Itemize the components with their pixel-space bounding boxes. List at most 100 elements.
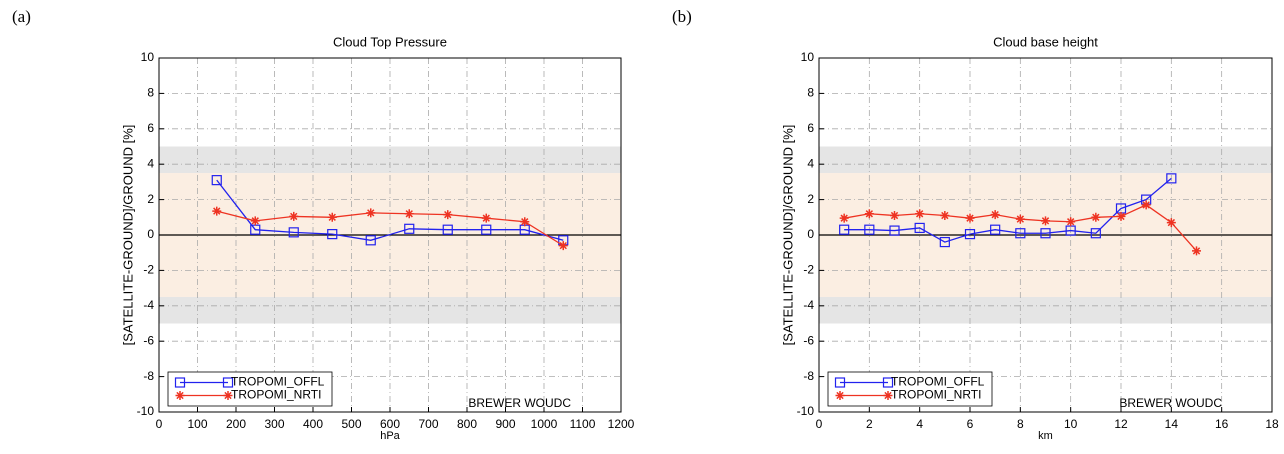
y-tick-label: -2 [803, 263, 814, 277]
point [1066, 217, 1076, 227]
point [990, 224, 1001, 235]
point [481, 224, 492, 235]
annotation: BREWER WOUDC [468, 396, 571, 410]
point [211, 175, 222, 186]
point [1141, 200, 1151, 210]
legend-box [167, 371, 333, 407]
point [443, 210, 453, 220]
y-tick-label: 2 [147, 192, 154, 206]
y-tick-label: 2 [807, 192, 814, 206]
point [404, 223, 415, 234]
panel-label: (b) [672, 7, 692, 26]
y-tick-label: -4 [803, 298, 814, 312]
point [939, 236, 950, 248]
legend-label: TROPOMI_NRTI [231, 388, 321, 402]
y-tick-label: 6 [147, 121, 154, 135]
y-tick-label: 8 [147, 86, 154, 100]
point [289, 211, 299, 221]
point [914, 222, 925, 234]
x-tick-label: 900 [495, 417, 515, 431]
legend-marker [835, 391, 845, 400]
band [819, 146, 1272, 174]
x-tick-label: 12 [1114, 417, 1128, 431]
point [864, 224, 875, 235]
point [1090, 228, 1101, 239]
legend-label: TROPOMI_NRTI [891, 388, 981, 402]
y-axis-label: [SATELLITE-GROUND]/GROUND [%] [780, 125, 795, 346]
point [404, 209, 414, 219]
series-line [216, 179, 564, 241]
y-tick-label: 8 [807, 86, 814, 100]
x-tick-label: 1200 [608, 417, 635, 431]
x-tick-label: 4 [916, 417, 923, 431]
legend-marker [174, 377, 186, 388]
point [442, 224, 453, 235]
y-axis-label: [SATELLITE-GROUND]/GROUND [%] [120, 125, 135, 346]
x-tick-label: 500 [341, 417, 361, 431]
y-tick-label: -2 [143, 263, 154, 277]
x-tick-label: 100 [187, 417, 207, 431]
x-tick-label: 2 [866, 417, 873, 431]
x-tick-label: 800 [457, 417, 477, 431]
point [889, 225, 900, 236]
band [819, 296, 1272, 324]
point [1166, 173, 1177, 184]
point [1192, 246, 1201, 256]
point [940, 211, 950, 221]
y-tick-label: -4 [143, 298, 154, 312]
x-tick-label: 0 [816, 417, 823, 431]
point [964, 229, 976, 240]
y-tick-label: -8 [143, 369, 154, 383]
legend-box [827, 371, 993, 407]
y-tick-label: 4 [807, 156, 814, 170]
point [1166, 218, 1176, 228]
y-tick-label: 10 [141, 50, 155, 64]
point [839, 224, 850, 235]
point [365, 235, 376, 246]
y-tick-label: -10 [137, 404, 155, 418]
chart-title: Cloud Top Pressure [333, 34, 447, 49]
x-tick-label: 1100 [570, 417, 596, 431]
point [212, 206, 222, 216]
x-tick-label: 10 [1064, 417, 1078, 431]
point [558, 241, 568, 251]
x-tick-label: 1000 [531, 417, 558, 431]
legend-marker [882, 377, 894, 388]
x-tick-label: 200 [226, 417, 246, 431]
y-tick-label: -6 [803, 333, 814, 347]
point [1015, 228, 1026, 239]
x-tick-label: 700 [418, 417, 438, 431]
point [915, 209, 925, 219]
y-tick-label: 4 [147, 156, 154, 170]
x-tick-label: 14 [1165, 417, 1179, 431]
legend-marker [223, 391, 233, 400]
y-tick-label: -6 [143, 333, 154, 347]
point [990, 210, 1000, 220]
plot-frame [818, 57, 1273, 413]
point [864, 209, 874, 219]
point [890, 211, 899, 221]
x-tick-label: 16 [1215, 417, 1229, 431]
legend-label: TROPOMI_OFFL [231, 375, 325, 389]
x-tick-label: 0 [156, 417, 163, 431]
y-tick-label: -10 [797, 404, 815, 418]
point [366, 208, 376, 218]
point [1091, 212, 1101, 222]
point [839, 213, 849, 223]
x-tick-label: 600 [380, 417, 400, 431]
point [965, 213, 975, 223]
y-tick-label: 0 [147, 227, 154, 241]
x-tick-label: 300 [264, 417, 284, 431]
point [288, 227, 299, 238]
legend-marker [175, 391, 185, 400]
point [1041, 216, 1050, 226]
point [481, 213, 491, 223]
legend-marker [883, 391, 893, 400]
point [327, 229, 338, 240]
x-tick-label: 6 [967, 417, 974, 431]
x-axis-label: hPa [380, 430, 400, 442]
legend-marker [222, 377, 234, 388]
panel-label: (a) [12, 7, 31, 26]
plot-frame [158, 57, 622, 413]
x-tick-label: 400 [303, 417, 323, 431]
